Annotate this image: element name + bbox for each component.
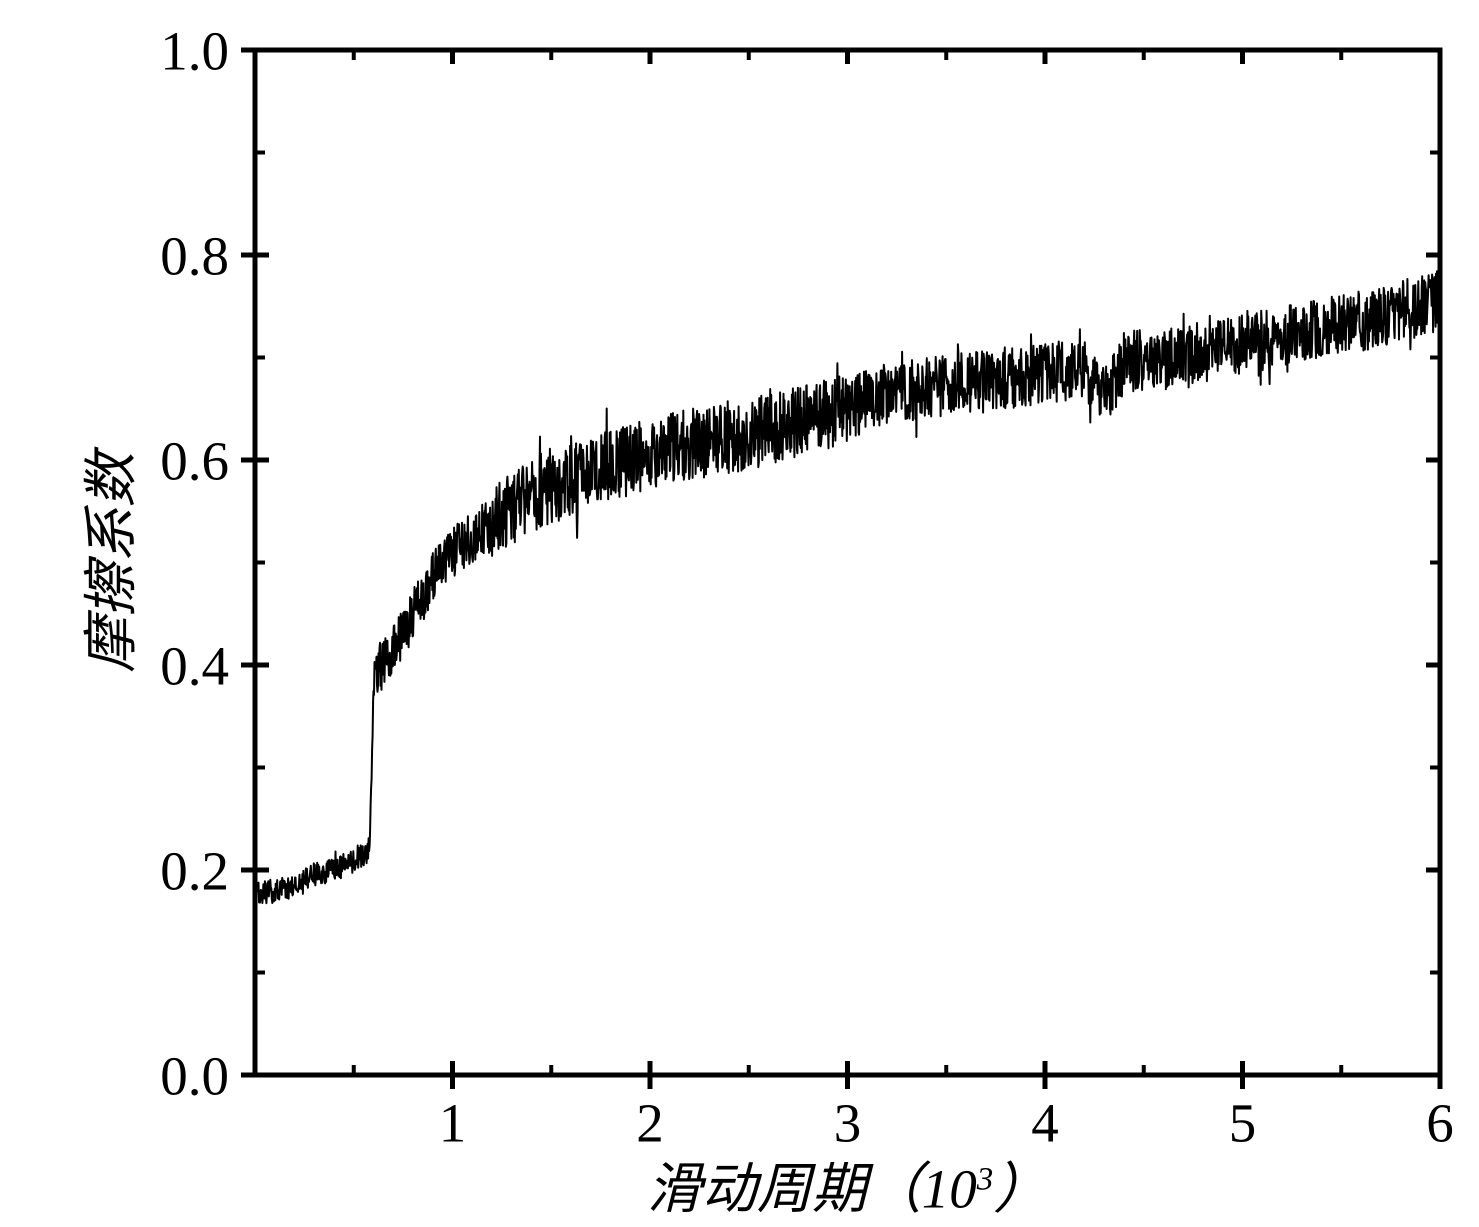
x-tick-label: 1 <box>439 1092 467 1153</box>
y-tick-label: 0.4 <box>160 635 229 696</box>
friction-chart: 123456 0.00.20.40.60.81.0 滑动周期（103） 摩擦系数 <box>0 0 1479 1227</box>
x-tick-label: 5 <box>1229 1092 1257 1153</box>
y-tick-label: 0.6 <box>160 430 229 491</box>
x-tick-label: 4 <box>1031 1092 1059 1153</box>
y-tick-label: 1.0 <box>160 20 229 81</box>
x-tick-label: 3 <box>834 1092 862 1153</box>
chart-background <box>0 0 1479 1227</box>
y-tick-label: 0.2 <box>160 840 229 901</box>
x-tick-label: 2 <box>636 1092 664 1153</box>
y-tick-label: 0.0 <box>160 1045 229 1106</box>
x-tick-label: 6 <box>1426 1092 1454 1153</box>
y-axis-label: 摩擦系数 <box>81 446 142 673</box>
y-tick-label: 0.8 <box>160 225 229 286</box>
y-axis-label-text: 摩擦系数 <box>81 446 142 673</box>
